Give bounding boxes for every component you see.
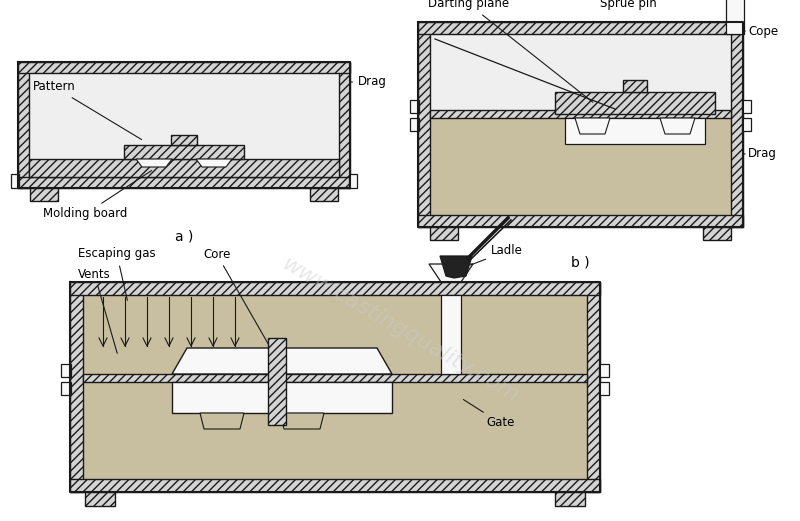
Polygon shape [196, 159, 232, 167]
Polygon shape [29, 159, 339, 177]
Polygon shape [430, 114, 731, 215]
Polygon shape [429, 264, 473, 282]
Polygon shape [29, 73, 339, 177]
Polygon shape [599, 364, 609, 377]
Polygon shape [18, 62, 29, 188]
Polygon shape [703, 227, 731, 240]
Polygon shape [731, 22, 743, 227]
Polygon shape [418, 215, 743, 227]
Polygon shape [555, 92, 715, 114]
Polygon shape [726, 0, 744, 34]
Polygon shape [61, 382, 71, 395]
Text: Core: Core [203, 247, 281, 366]
Polygon shape [171, 135, 197, 145]
Text: www.castingquality.com: www.castingquality.com [278, 254, 522, 406]
Text: Molding board: Molding board [43, 170, 152, 220]
Polygon shape [30, 188, 58, 201]
Polygon shape [124, 145, 244, 159]
Polygon shape [410, 118, 419, 131]
Polygon shape [441, 295, 461, 374]
Polygon shape [310, 188, 338, 201]
Polygon shape [70, 282, 83, 492]
Polygon shape [742, 100, 751, 113]
Polygon shape [575, 118, 610, 134]
Polygon shape [339, 62, 350, 188]
Polygon shape [587, 282, 600, 492]
Polygon shape [280, 413, 324, 429]
Text: Darting plane: Darting plane [428, 0, 593, 102]
Text: Drag: Drag [350, 76, 387, 89]
Polygon shape [70, 282, 600, 295]
Polygon shape [200, 413, 244, 429]
Text: a ): a ) [175, 230, 193, 244]
Polygon shape [599, 382, 609, 395]
Polygon shape [85, 492, 115, 506]
Polygon shape [268, 338, 286, 425]
Polygon shape [70, 479, 600, 492]
Polygon shape [742, 118, 751, 131]
Polygon shape [430, 34, 731, 114]
Text: b ): b ) [570, 255, 590, 269]
Text: Sprue pin: Sprue pin [600, 0, 732, 10]
Text: Vents: Vents [78, 267, 118, 353]
Text: Gate: Gate [463, 400, 514, 429]
Polygon shape [11, 174, 19, 188]
Polygon shape [83, 374, 587, 382]
Polygon shape [660, 118, 695, 134]
Polygon shape [410, 100, 419, 113]
Polygon shape [18, 177, 350, 188]
Polygon shape [555, 492, 585, 506]
Polygon shape [172, 348, 392, 374]
Polygon shape [430, 110, 731, 118]
Text: Pattern: Pattern [33, 81, 142, 140]
Text: Cope: Cope [748, 24, 778, 38]
Text: Ladle: Ladle [470, 244, 523, 265]
Polygon shape [440, 256, 472, 278]
Polygon shape [418, 22, 743, 34]
Polygon shape [136, 159, 172, 167]
Text: Escaping gas: Escaping gas [78, 247, 156, 300]
Polygon shape [565, 118, 705, 144]
Polygon shape [83, 378, 587, 479]
Polygon shape [172, 382, 392, 413]
Polygon shape [349, 174, 357, 188]
Polygon shape [623, 80, 647, 92]
Polygon shape [61, 364, 71, 377]
Polygon shape [418, 22, 430, 227]
Polygon shape [83, 295, 587, 378]
Polygon shape [430, 227, 458, 240]
Text: Drag: Drag [748, 147, 777, 160]
Polygon shape [18, 62, 350, 73]
